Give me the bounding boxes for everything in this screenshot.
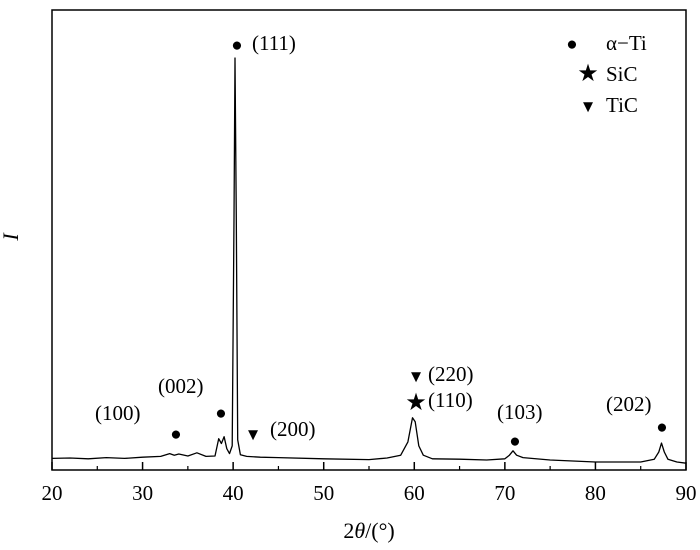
y-axis-label: I (0, 232, 23, 242)
x-axis-label-prefix: 2 (343, 518, 354, 543)
legend-label-tic: TiC (606, 93, 638, 117)
peak-label: (111) (252, 31, 296, 55)
x-axis-tick-labels: 20 30 40 50 60 70 80 90 (42, 481, 697, 505)
legend-marker-alpha-ti: ● (566, 34, 577, 55)
peak-marker-tic: ▼ (245, 425, 262, 444)
peak-label: (103) (497, 400, 543, 424)
x-tick-label: 90 (676, 481, 697, 505)
peak-annotations: ● (111)●(100) ●(002)▼ (200)▼ (220)★ (110)●(10… (95, 31, 668, 452)
peak-label: (202) (606, 392, 652, 416)
x-axis-label-theta: θ (354, 518, 365, 543)
peak-marker-alpha-ti: ● (231, 35, 242, 56)
xrd-pattern-line (51, 57, 687, 464)
x-tick-label: 30 (132, 481, 153, 505)
x-tick-label: 40 (223, 481, 244, 505)
legend-marker-tic: ▼ (580, 97, 597, 116)
x-axis-label: 2θ/(°) (343, 518, 394, 543)
legend-label-sic: SiC (606, 62, 638, 86)
peak-label: (220) (428, 362, 474, 386)
peak-marker-sic: ★ (405, 390, 427, 416)
x-tick-label: 50 (313, 481, 334, 505)
legend: ● α−Ti ★ SiC ▼ TiC (566, 31, 647, 117)
x-tick-label: 80 (585, 481, 606, 505)
peak-marker-alpha-ti: ● (170, 424, 181, 445)
peak-label: (200) (270, 417, 316, 441)
peak-label: (110) (428, 388, 473, 412)
peak-label: (100) (95, 401, 141, 425)
peak-label: (002) (158, 374, 204, 398)
peak-marker-tic: ▼ (408, 367, 425, 386)
peak-marker-alpha-ti: ● (656, 417, 667, 438)
x-tick-label: 60 (404, 481, 425, 505)
peak-marker-alpha-ti: ● (215, 403, 226, 424)
x-axis-ticks (51, 462, 687, 470)
legend-label-alpha-ti: α−Ti (606, 31, 647, 55)
x-tick-label: 70 (494, 481, 515, 505)
peak-marker-alpha-ti: ● (509, 431, 520, 452)
legend-marker-sic: ★ (577, 61, 599, 87)
x-axis-label-unit: /(°) (365, 518, 395, 543)
x-tick-label: 20 (42, 481, 63, 505)
